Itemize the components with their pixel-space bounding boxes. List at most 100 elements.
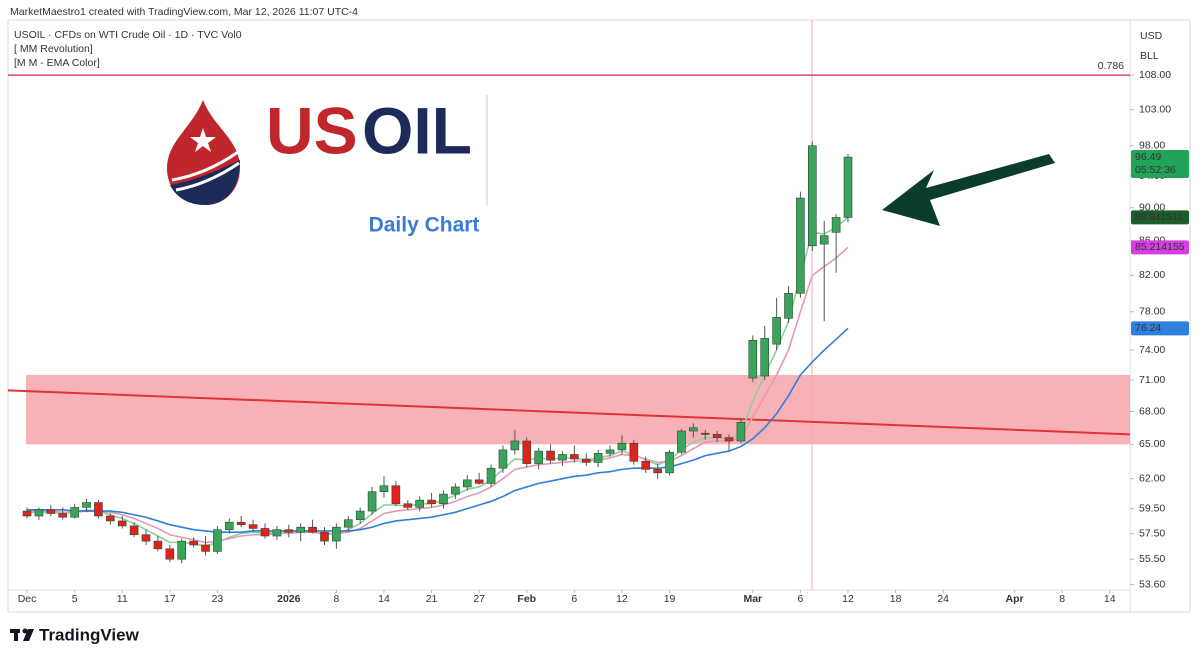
x-tick-label: 8: [333, 593, 339, 605]
axis-currency: USD: [1140, 30, 1163, 42]
zone: [26, 375, 1130, 445]
candle-body: [58, 513, 68, 518]
indicator-line: [27, 327, 849, 534]
candle-body: [260, 528, 270, 537]
logo-stripe: [175, 161, 240, 192]
logo-text: OIL: [362, 93, 472, 167]
candle-body: [403, 503, 413, 508]
x-tick-label: Apr: [1006, 593, 1024, 605]
candle-body: [462, 479, 472, 488]
candle-body: [296, 526, 305, 533]
arrow: [882, 154, 1055, 226]
candle-body: [700, 432, 710, 435]
x-tick-label: 14: [1104, 593, 1116, 605]
indicator-line: [27, 246, 849, 544]
candle-body: [689, 427, 698, 432]
candle-body: [510, 440, 520, 451]
logo-text: US: [266, 93, 358, 167]
line-price-tag: 85.214155: [1135, 241, 1185, 253]
logo-stripe: [171, 150, 239, 182]
candle-body: [82, 502, 91, 508]
x-tick-label: 6: [797, 593, 803, 605]
line-price-tag-bg: [1131, 210, 1189, 225]
x-tick-label: Feb: [517, 593, 536, 605]
tv-icon: [23, 629, 34, 641]
candle-body: [677, 430, 686, 453]
y-tick-label: 71.00: [1139, 374, 1165, 386]
candle-body: [808, 145, 817, 247]
frame: [7, 19, 1191, 613]
candle-body: [498, 449, 508, 469]
x-tick-label: 17: [164, 593, 176, 605]
candle-body: [248, 524, 258, 529]
candle-body: [486, 467, 496, 484]
line-price-tag-bg: [1131, 240, 1189, 255]
candle-body: [272, 529, 282, 537]
legend-line: USOIL · CFDs on WTI Crude Oil · 1D · TVC…: [14, 29, 242, 41]
candle-body: [22, 510, 32, 517]
y-tick-label: 55.50: [1139, 553, 1165, 565]
candle-body: [653, 469, 662, 474]
candle-body: [177, 540, 187, 560]
plot: 0.786: [7, 60, 1131, 564]
y-tick-label: 53.60: [1139, 578, 1165, 590]
candle-body: [641, 460, 651, 470]
line-price-tag-bg: [1131, 321, 1189, 336]
candle-body: [165, 548, 175, 560]
candle-body: [629, 442, 639, 462]
x-tick-label: 18: [890, 593, 902, 605]
x-tick-label: 24: [937, 593, 949, 605]
y-tick-label: 108.00: [1139, 69, 1171, 81]
candle-body: [831, 217, 841, 233]
candle-body: [760, 338, 770, 377]
candle-body: [236, 521, 246, 525]
candle-body: [451, 486, 460, 495]
y-tick-label: 68.00: [1139, 405, 1165, 417]
x-tick-label: 23: [212, 593, 224, 605]
y-tick-label: 82.00: [1139, 269, 1165, 281]
candle-body: [70, 507, 79, 518]
y-tick-label: 98.00: [1139, 140, 1165, 152]
candle-body: [772, 317, 781, 345]
footer-brand: TradingView: [39, 625, 140, 644]
candle-body: [712, 434, 722, 438]
watermark: MarketMaestro1 created with TradingView.…: [10, 6, 358, 18]
legend-line: [ MM Revolution]: [14, 43, 93, 55]
candle-body: [534, 450, 543, 464]
y-tick-label: 57.50: [1139, 527, 1165, 539]
candle-body: [320, 531, 329, 542]
candle-body: [593, 453, 603, 463]
candle-body: [415, 499, 424, 508]
candle-body: [474, 479, 484, 484]
trendline: [7, 389, 1131, 436]
candle-body: [308, 526, 317, 533]
candle-body: [748, 339, 758, 379]
line-price-tag: 76.24: [1135, 322, 1161, 334]
candle-body: [379, 485, 389, 493]
candle-body: [819, 235, 829, 245]
candle-body: [225, 521, 234, 530]
candle-body: [617, 442, 627, 451]
x-tick-label: 2026: [277, 593, 301, 605]
x-tick-label: Mar: [743, 593, 762, 605]
candle-body: [332, 526, 341, 542]
candle-body: [796, 197, 805, 294]
legend-line: [M M - EMA Color]: [14, 57, 100, 69]
candle-body: [546, 450, 555, 461]
subtitle: Daily Chart: [369, 214, 480, 237]
x-tick-label: 19: [664, 593, 676, 605]
tv-icon: [22, 628, 28, 634]
y-tick-label: 103.00: [1139, 103, 1171, 115]
candle-body: [724, 437, 734, 442]
y-tick-label: 59.50: [1139, 502, 1165, 514]
y-tick-label: 62.00: [1139, 472, 1165, 484]
last-price-tag-bg: [1131, 150, 1189, 179]
indicator-line: [27, 216, 849, 548]
x-tick-label: Dec: [18, 593, 37, 605]
y-tick-label: 78.00: [1139, 306, 1165, 318]
candle-body: [427, 499, 436, 505]
x-tick-label: 27: [473, 593, 485, 605]
logo: US OIL: [166, 93, 488, 205]
candle-body: [94, 502, 103, 517]
candle-body: [153, 540, 163, 550]
